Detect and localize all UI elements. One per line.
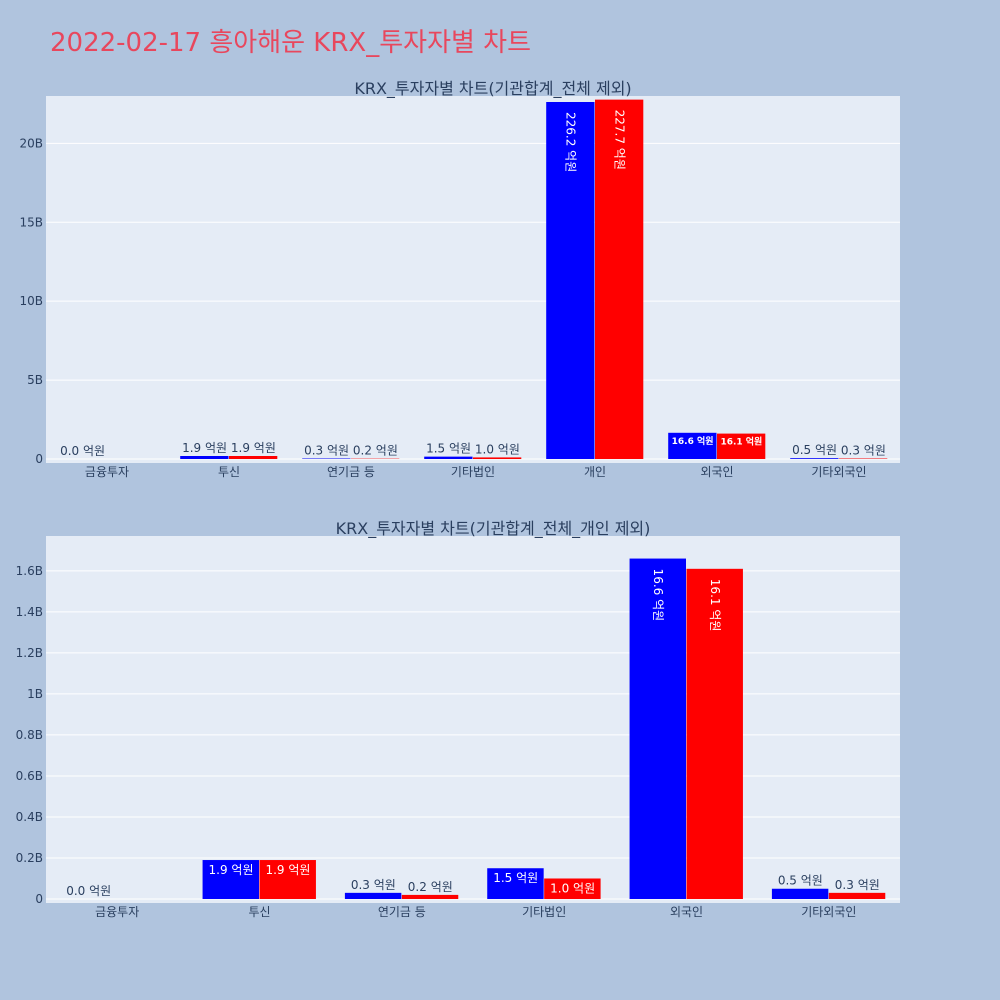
data-label: 226.2 억원 xyxy=(564,112,578,172)
data-label: 1.9 억원 xyxy=(182,441,227,455)
x-tick-label: 투신 xyxy=(248,905,270,919)
x-tick-label: 연기금 등 xyxy=(327,465,375,479)
data-label: 1.9 억원 xyxy=(231,441,276,455)
data-label: 16.6 억원 xyxy=(672,435,714,447)
x-tick-label: 기타외국인 xyxy=(801,905,856,919)
x-tick-label: 금융투자 xyxy=(85,465,129,479)
bar xyxy=(202,860,259,899)
x-tick-label: 외국인 xyxy=(700,465,733,479)
y-tick-label: 1.2B xyxy=(16,646,43,660)
data-label: 1.5 억원 xyxy=(493,871,538,885)
data-label: 0.0 억원 xyxy=(60,444,105,458)
data-label: 16.6 억원 xyxy=(651,569,665,622)
x-tick-label: 기타법인 xyxy=(522,905,566,919)
bar xyxy=(180,456,229,459)
y-tick-label: 0.8B xyxy=(16,728,43,742)
x-tick-label: 연기금 등 xyxy=(378,905,426,919)
bar xyxy=(424,456,473,459)
bar xyxy=(401,894,459,899)
bar xyxy=(544,878,601,899)
data-label: 227.7 억원 xyxy=(612,110,626,170)
plot-area xyxy=(46,536,900,903)
y-tick-label: 20B xyxy=(19,136,43,150)
x-tick-label: 투신 xyxy=(218,465,240,479)
y-tick-label: 0.2B xyxy=(16,851,43,865)
chart-title: KRX_투자자별 차트(기관합계_전체 제외) xyxy=(354,79,631,99)
bar xyxy=(629,558,686,899)
bar xyxy=(686,568,743,899)
y-tick-label: 1B xyxy=(27,687,43,701)
x-tick-label: 기타법인 xyxy=(451,465,495,479)
x-tick-label: 기타외국인 xyxy=(811,465,866,479)
bar xyxy=(229,456,278,459)
chart-1: 0 5B 10B 15B 20B KRX_투자자별 차트(기관합계_전체 제외) 금융투자 0… xyxy=(19,79,900,479)
x-tick-label: 개인 xyxy=(584,465,606,479)
bar xyxy=(717,433,766,459)
data-label: 1.9 억원 xyxy=(209,863,254,877)
data-label: 0.3 억원 xyxy=(835,878,880,892)
y-tick-label: 0 xyxy=(35,452,43,466)
data-label: 1.5 억원 xyxy=(426,442,471,456)
data-label: 1.9 억원 xyxy=(265,863,310,877)
chart-2: 0 0.2B 0.4B 0.6B 0.8B 1B 1.2B 1.4B 1.6B KRX_투자자별 … xyxy=(16,519,900,919)
y-tick-label: 0.4B xyxy=(16,810,43,824)
data-label: 0.0 억원 xyxy=(66,884,111,898)
x-tick-label: 외국인 xyxy=(670,905,703,919)
bar xyxy=(546,101,595,460)
page-title: 2022-02-17 흥아해운 KRX_투자자별 차트 xyxy=(50,28,532,58)
data-label: 0.3 억원 xyxy=(351,878,396,892)
y-tick-label: 15B xyxy=(19,215,43,229)
bar xyxy=(771,888,829,899)
data-label: 0.5 억원 xyxy=(778,874,823,888)
data-label: 16.1 억원 xyxy=(708,579,722,632)
data-label: 0.2 억원 xyxy=(408,880,453,894)
data-label: 1.0 억원 xyxy=(475,442,520,456)
y-tick-label: 10B xyxy=(19,294,43,308)
chart-title: KRX_투자자별 차트(기관합계_전체_개인 제외) xyxy=(336,519,651,539)
x-tick-label: 금융투자 xyxy=(95,905,139,919)
y-tick-label: 5B xyxy=(27,373,43,387)
bar xyxy=(668,432,717,459)
bar xyxy=(828,892,886,899)
y-tick-label: 0 xyxy=(35,892,43,906)
data-label: 0.3 억원 xyxy=(841,444,886,458)
bar xyxy=(790,458,839,459)
data-label: 0.2 억원 xyxy=(353,444,398,458)
bar xyxy=(473,457,522,459)
data-label: 16.1 억원 xyxy=(720,436,762,448)
plot-area xyxy=(46,96,900,463)
bar xyxy=(259,860,316,899)
y-tick-label: 1.4B xyxy=(16,605,43,619)
y-tick-label: 0.6B xyxy=(16,769,43,783)
data-label: 0.5 억원 xyxy=(792,443,837,457)
bar xyxy=(595,99,644,459)
data-label: 0.3 억원 xyxy=(304,444,349,458)
data-label: 1.0 억원 xyxy=(550,881,595,895)
bar xyxy=(487,868,544,899)
bar xyxy=(344,892,402,899)
y-tick-label: 1.6B xyxy=(16,564,43,578)
